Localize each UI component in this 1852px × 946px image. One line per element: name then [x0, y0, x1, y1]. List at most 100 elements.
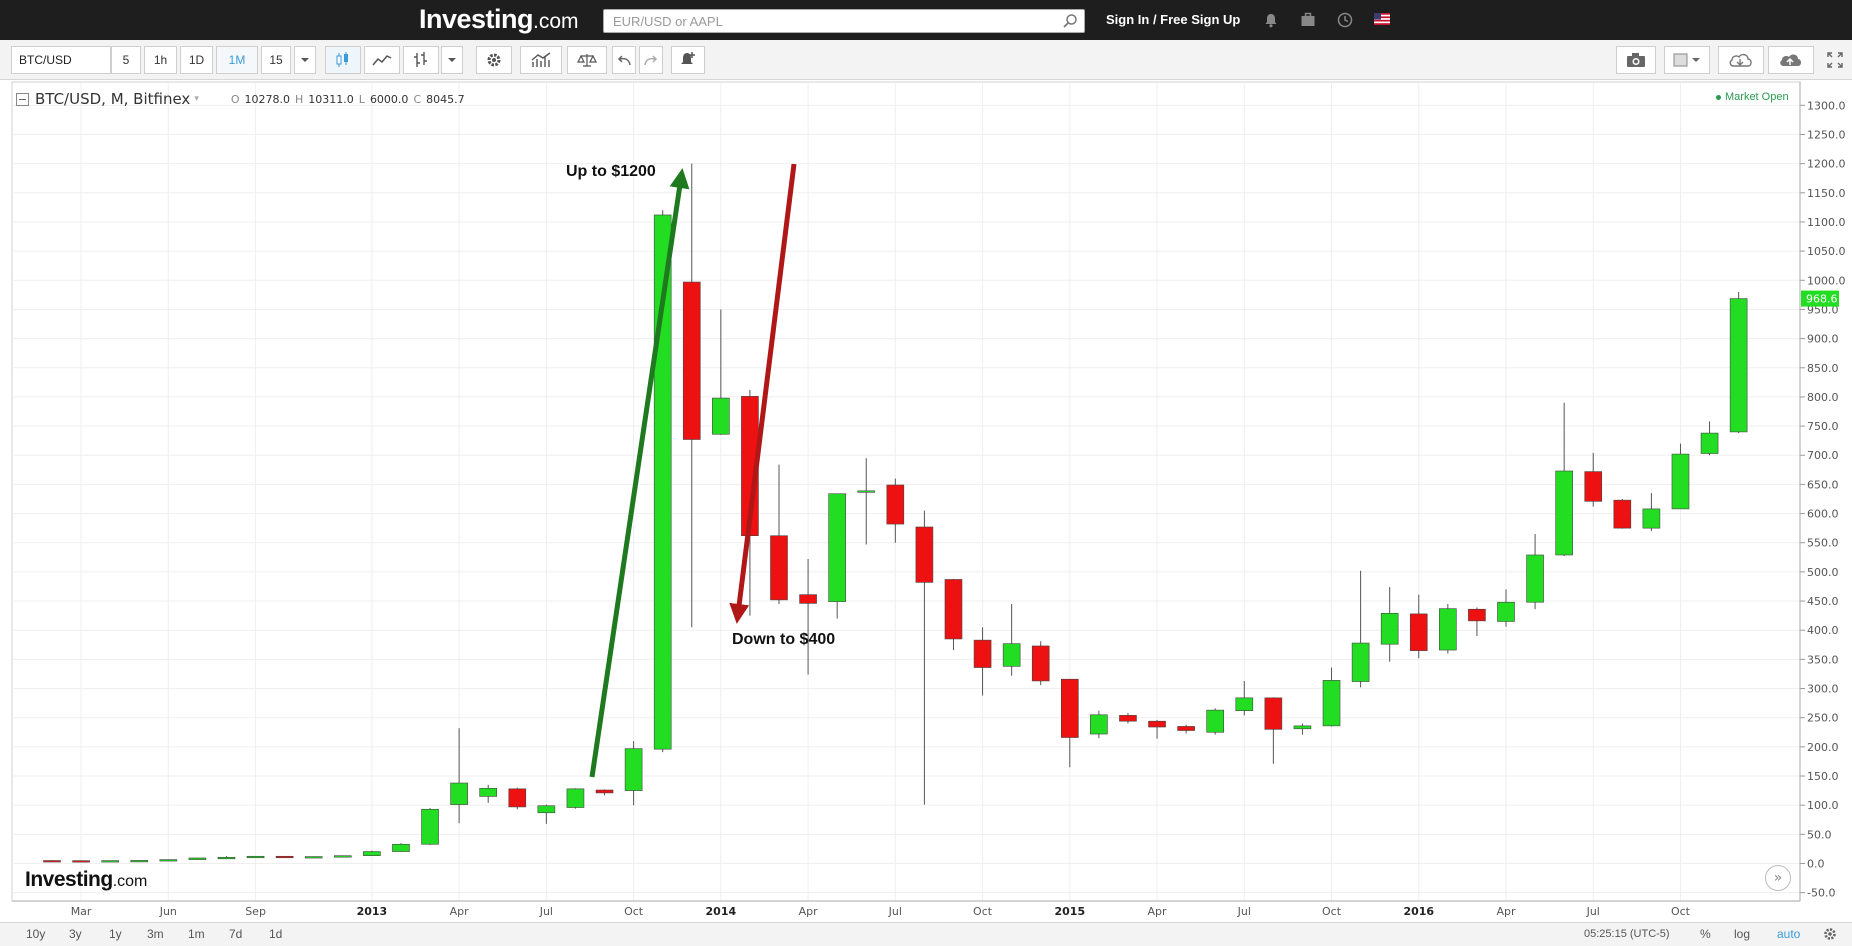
us-flag-icon[interactable]	[1374, 13, 1390, 25]
y-tick-label: 900.0	[1807, 333, 1839, 346]
compare-icon	[577, 54, 597, 67]
candle-up	[188, 857, 207, 860]
x-tick-label: Sep	[245, 905, 266, 918]
chart-watermark-logo: Investing .com	[25, 868, 147, 892]
indicators-button[interactable]	[520, 46, 562, 74]
y-tick-label: 300.0	[1807, 683, 1839, 696]
candle-down	[1061, 678, 1079, 738]
redo-button[interactable]	[639, 46, 663, 74]
x-tick-label: Oct	[1322, 905, 1342, 918]
legend-close-value: 8045.7	[426, 92, 465, 106]
candle-down	[72, 860, 90, 863]
y-tick-label: 600.0	[1807, 508, 1839, 521]
legend-ohlc: O 10278.0 H 10311.0 L 6000.0 C 8045.7	[231, 93, 465, 106]
candle-up	[1439, 608, 1457, 651]
redo-icon	[644, 55, 658, 66]
range-10y-button[interactable]: 10y	[26, 927, 46, 941]
price-axis: -50.0 0.0 50.0 100.0 150.0 200.0 250.0 300.0 350…	[1799, 82, 1846, 901]
chart-type-dropdown[interactable]	[441, 46, 463, 74]
bar-type-button[interactable]	[403, 46, 439, 74]
candle-down	[944, 579, 963, 640]
sign-in-link[interactable]: Sign In / Free Sign Up	[1106, 12, 1241, 27]
candles-icon	[336, 52, 348, 67]
x-tick-label: Jun	[159, 905, 177, 918]
log-scale-toggle[interactable]: log	[1734, 927, 1751, 941]
candle-down	[1264, 697, 1283, 730]
candle-down	[1148, 720, 1166, 728]
x-tick-label: Apr	[1496, 905, 1516, 918]
down-arrow	[729, 163, 797, 624]
y-tick-label: 350.0	[1807, 653, 1839, 666]
candles-type-button[interactable]	[325, 46, 361, 74]
top-navigation-bar: Investing.com Sign In / Free Sign Up	[0, 0, 1852, 40]
logo-suffix-text: .com	[533, 10, 579, 33]
range-3y-button[interactable]: 3y	[69, 927, 82, 941]
settings-icon	[487, 53, 501, 67]
indicators-icon	[531, 52, 551, 67]
undo-button[interactable]	[612, 46, 636, 74]
chart-legend: BTC/USD, M, Bitfinex ▾ O 10278.0 H 10311.0…	[16, 90, 465, 108]
candle-up	[1322, 680, 1341, 727]
auto-scale-toggle[interactable]: auto	[1777, 927, 1801, 941]
y-tick-label: 700.0	[1807, 449, 1839, 462]
briefcase-icon[interactable]	[1299, 11, 1317, 29]
range-7d-button[interactable]: 7d	[229, 927, 243, 941]
candle-up	[1002, 643, 1021, 667]
annotation-arrows	[589, 163, 797, 778]
alert-button[interactable]	[671, 46, 705, 74]
compare-button[interactable]	[567, 46, 607, 74]
legend-low-label: L	[358, 92, 365, 106]
gear-icon[interactable]	[1822, 926, 1838, 942]
candle-up	[1351, 642, 1370, 682]
candle-up	[1671, 453, 1690, 510]
x-tick-label: Oct	[624, 905, 644, 918]
candle-up	[421, 808, 439, 845]
chevron-down-icon[interactable]: ▾	[194, 94, 199, 104]
settings-button[interactable]	[476, 46, 512, 74]
cloud-load-button[interactable]	[1718, 46, 1764, 74]
clock-icon[interactable]	[1336, 11, 1354, 29]
search-icon[interactable]	[1062, 13, 1078, 29]
cloud-save-button[interactable]	[1768, 46, 1814, 74]
candle-down	[682, 281, 701, 440]
layout-button[interactable]	[1664, 46, 1710, 74]
last-price-label: 968.6	[1806, 293, 1838, 306]
interval-1m-button[interactable]: 1M	[216, 46, 258, 74]
market-status-badge: Market Open	[1716, 91, 1789, 103]
percent-scale-toggle[interactable]: %	[1700, 927, 1711, 941]
y-tick-label: 100.0	[1807, 799, 1839, 812]
watermark-suffix-text: .com	[112, 873, 148, 890]
search-input[interactable]	[604, 10, 1044, 32]
x-tick-label: 2014	[706, 905, 737, 918]
y-tick-label: 1050.0	[1807, 245, 1846, 258]
candle-up	[217, 857, 236, 860]
interval-1h-button[interactable]: 1h	[144, 46, 177, 74]
range-1y-button[interactable]: 1y	[109, 927, 122, 941]
candle-down	[275, 855, 294, 859]
symbol-input[interactable]: BTC/USD	[11, 46, 111, 74]
down-annotation-label: Down to $400	[732, 631, 836, 648]
legend-collapse-button[interactable]	[16, 92, 29, 106]
price-chart[interactable]: -50.0 0.0 50.0 100.0 150.0 200.0 250.0 300.0 350…	[0, 0, 1852, 922]
interval-dropdown-button[interactable]	[294, 46, 316, 74]
candle-down	[508, 788, 527, 808]
candle-down	[1613, 499, 1632, 529]
interval-1d-button[interactable]: 1D	[180, 46, 213, 74]
fullscreen-button[interactable]	[1820, 46, 1850, 74]
y-tick-label: 450.0	[1807, 595, 1839, 608]
screenshot-button[interactable]	[1616, 46, 1656, 74]
candle-up	[857, 490, 876, 493]
y-tick-label: 1000.0	[1807, 274, 1846, 287]
investing-logo[interactable]: Investing .com	[419, 4, 579, 36]
interval-5m-button[interactable]: 5	[111, 46, 141, 74]
bell-icon[interactable]	[1262, 11, 1280, 29]
range-1m-button[interactable]: 1m	[188, 927, 205, 941]
line-chart-button[interactable]	[364, 46, 400, 74]
range-1d-button[interactable]: 1d	[269, 927, 283, 941]
range-3m-button[interactable]: 3m	[147, 927, 164, 941]
y-tick-label: 250.0	[1807, 712, 1839, 725]
candle-up	[101, 860, 119, 863]
scroll-to-latest-button[interactable]: »	[1765, 865, 1791, 891]
last-price-marker	[1801, 290, 1839, 307]
interval-15-button[interactable]: 15	[261, 46, 291, 74]
